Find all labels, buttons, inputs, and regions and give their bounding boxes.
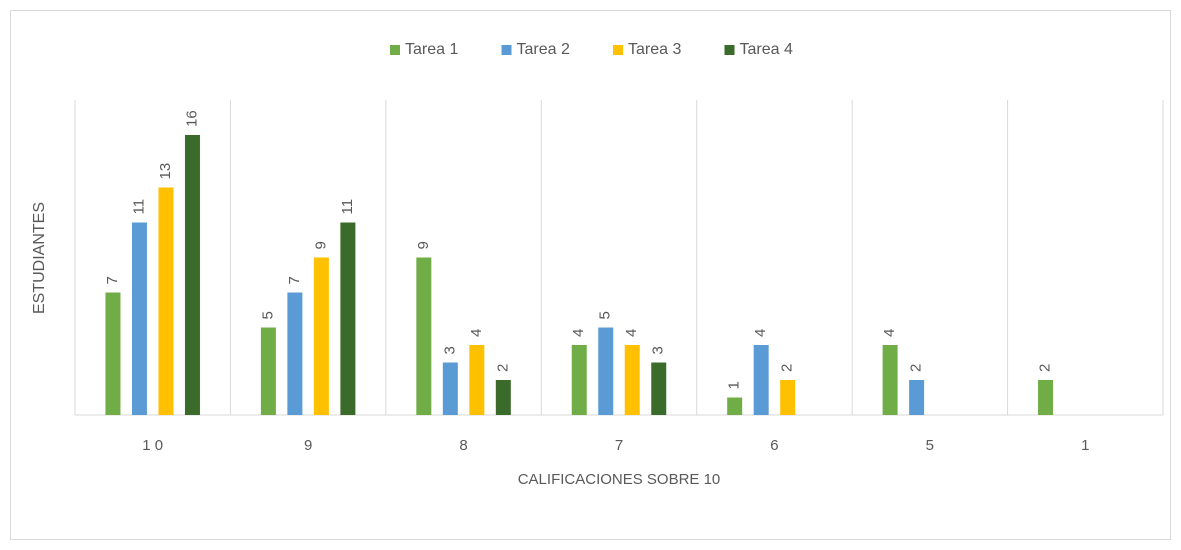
data-label: 16	[183, 110, 200, 127]
x-tick-label: 9	[304, 437, 312, 454]
data-label: 2	[1037, 364, 1054, 372]
data-label: 4	[881, 329, 898, 337]
data-label: 11	[339, 199, 356, 215]
bar	[753, 345, 769, 415]
data-label: 2	[494, 364, 511, 372]
data-label: 3	[441, 346, 458, 354]
data-label: 4	[623, 329, 640, 337]
bar	[469, 345, 485, 415]
x-tick-label: 1 0	[142, 437, 163, 454]
data-label: 7	[286, 276, 303, 284]
bar	[287, 292, 303, 415]
legend-swatch	[501, 45, 512, 55]
legend-label: Tarea 3	[628, 41, 681, 58]
x-tick-label: 5	[926, 437, 934, 454]
data-label: 7	[104, 276, 121, 284]
data-label: 9	[415, 241, 432, 249]
x-tick-label: 7	[615, 437, 623, 454]
bar	[105, 292, 121, 415]
legend-swatch	[613, 45, 623, 55]
bar	[416, 257, 432, 415]
chart-border	[10, 10, 1171, 540]
bar	[624, 345, 640, 415]
bar	[260, 327, 276, 415]
bar	[780, 380, 796, 415]
bar	[158, 187, 174, 415]
legend-label: Tarea 4	[740, 41, 793, 58]
bar	[598, 327, 614, 415]
legend-swatch	[724, 45, 735, 55]
data-label: 9	[312, 241, 329, 249]
legend-swatch	[390, 45, 400, 55]
bar	[727, 397, 743, 415]
data-label: 5	[597, 311, 614, 319]
data-label: 2	[908, 364, 925, 372]
data-label: 2	[779, 364, 796, 372]
x-tick-label: 8	[459, 437, 467, 454]
bar	[651, 362, 667, 415]
data-label: 4	[752, 329, 769, 337]
data-label: 11	[130, 199, 147, 215]
bar	[571, 345, 587, 415]
bar	[1038, 380, 1054, 415]
data-label: 5	[259, 311, 276, 319]
data-label: 4	[570, 329, 587, 337]
data-label: 3	[650, 346, 667, 354]
bar	[340, 222, 356, 415]
bar	[442, 362, 458, 415]
bar	[909, 380, 925, 415]
x-tick-label: 6	[770, 437, 778, 454]
x-axis-title: CALIFICACIONES SOBRE 10	[518, 471, 721, 488]
data-label: 13	[157, 163, 174, 180]
bar	[184, 135, 200, 415]
legend-label: Tarea 1	[405, 41, 458, 58]
x-tick-label: 1	[1081, 437, 1089, 454]
y-axis-title: ESTUDIANTES	[31, 202, 48, 314]
data-label: 1	[726, 381, 743, 389]
bar	[882, 345, 898, 415]
bar	[313, 257, 329, 415]
bar	[495, 380, 511, 415]
legend-label: Tarea 2	[517, 41, 570, 58]
bar	[131, 222, 147, 415]
data-label: 4	[468, 329, 485, 337]
